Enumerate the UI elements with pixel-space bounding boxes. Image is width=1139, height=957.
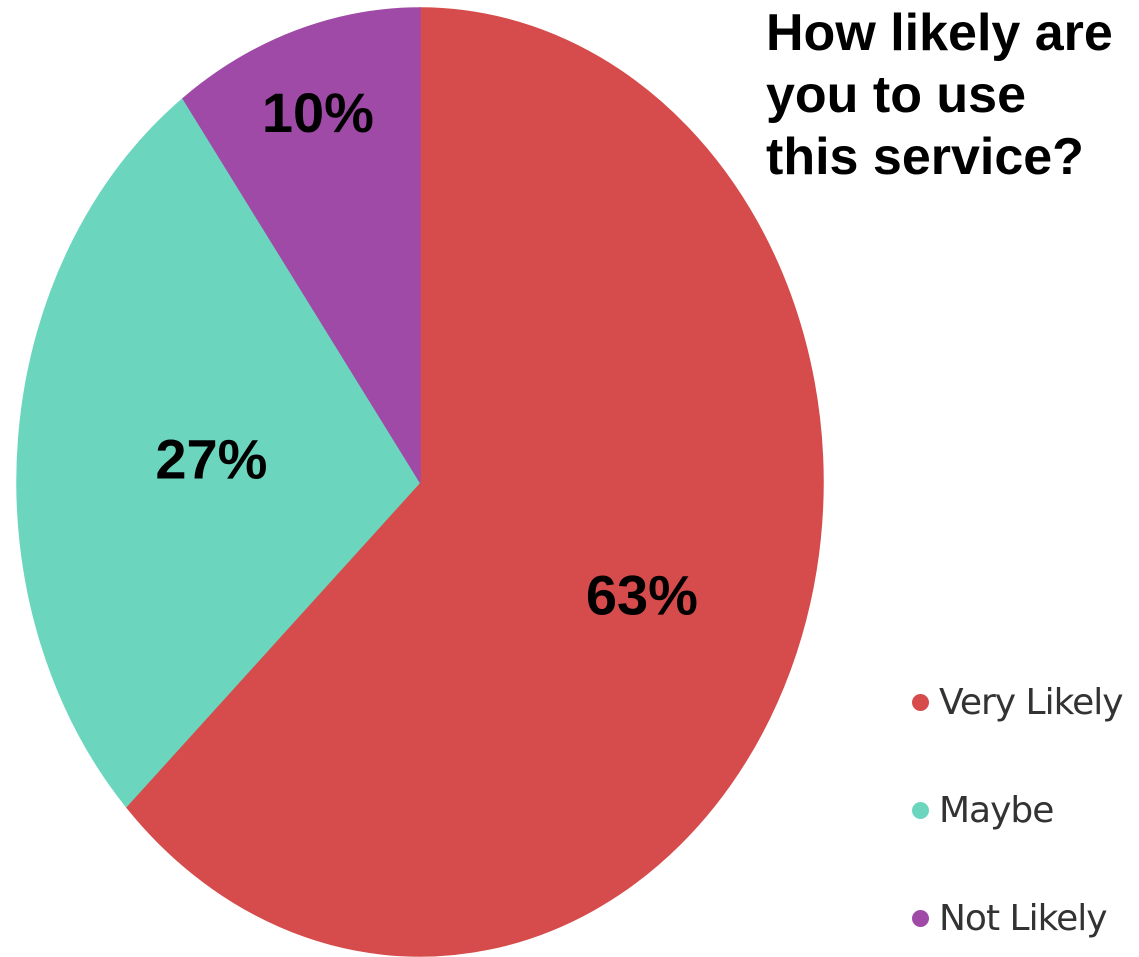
slice-label-not-likely: 10% <box>262 81 374 144</box>
chart-title: How likely are you to use this service? <box>766 2 1139 188</box>
legend-marker-maybe <box>912 801 929 819</box>
chart-title-line-1: How likely are <box>766 4 1113 62</box>
legend-marker-not-likely <box>912 909 929 927</box>
pie-slice-very-likely <box>125 7 824 957</box>
legend-marker-very-likely <box>912 693 929 711</box>
chart-title-line-2: you to use <box>766 66 1027 124</box>
pie-slice-labels: 63% 27% 10% <box>155 81 698 627</box>
legend-label-maybe: Maybe <box>939 789 1054 831</box>
slice-label-maybe: 27% <box>155 427 267 490</box>
legend-item-very-likely: Very Likely <box>912 672 1124 732</box>
pie-slice-maybe <box>16 97 421 808</box>
legend-label-not-likely: Not Likely <box>939 897 1108 939</box>
legend-item-not-likely: Not Likely <box>912 888 1108 948</box>
legend-label-very-likely: Very Likely <box>939 681 1124 723</box>
legend-item-maybe: Maybe <box>912 780 1054 840</box>
chart-title-line-3: this service? <box>766 128 1084 186</box>
pie-slices <box>16 7 824 957</box>
slice-label-very-likely: 63% <box>586 563 698 626</box>
pie-slice-not-likely <box>182 7 421 485</box>
